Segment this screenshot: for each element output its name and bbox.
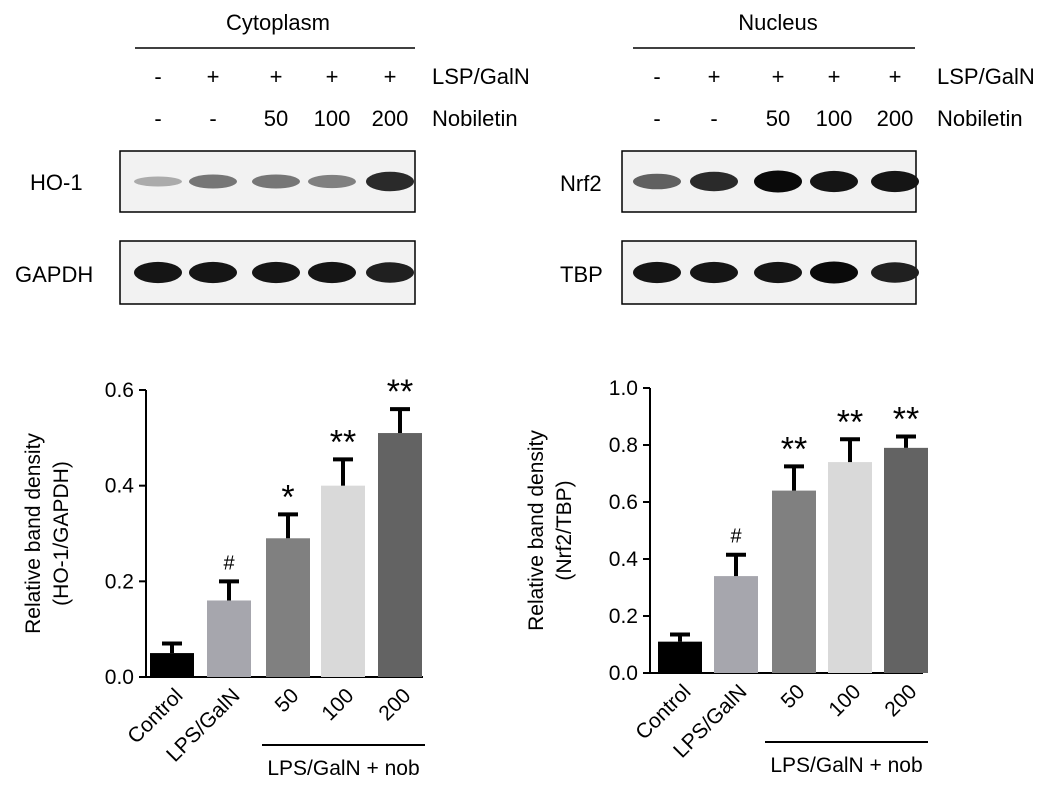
y-axis-label: (Nrf2/TBP) <box>553 480 576 580</box>
bar <box>321 485 365 677</box>
blot-band <box>366 262 414 283</box>
blot-band <box>690 261 738 284</box>
blot-label: TBP <box>560 262 603 287</box>
x-tick-label: 50 <box>271 684 304 717</box>
treatment-mark: + <box>828 64 841 89</box>
row2-label: Nobiletin <box>432 106 518 131</box>
treatment-mark: + <box>772 64 785 89</box>
blot-band <box>134 176 182 187</box>
blot-band <box>754 170 802 193</box>
y-tick-label: 0.2 <box>609 605 638 628</box>
group-label: LPS/GalN + nob <box>267 757 419 780</box>
y-axis-label: Relative band density <box>22 433 45 634</box>
significance-mark: ** <box>387 373 413 411</box>
treatment-mark: 100 <box>816 106 853 131</box>
bar <box>772 490 816 673</box>
blot-label: Nrf2 <box>560 171 602 196</box>
significance-mark: ** <box>837 403 863 441</box>
treatment-mark: + <box>207 64 220 89</box>
treatment-mark: - <box>710 106 717 131</box>
significance-mark: # <box>223 552 235 574</box>
bar-chart-ho1: 0.0 0.2 0.4 0.6 Relative band density (HO-1/G… <box>22 373 425 780</box>
blot-band <box>308 174 356 189</box>
treatment-mark: + <box>270 64 283 89</box>
treatment-mark: + <box>889 64 902 89</box>
bar <box>884 447 928 673</box>
y-tick-label: 0.2 <box>105 570 134 593</box>
blot-band <box>252 174 300 189</box>
treatment-mark: 50 <box>766 106 790 131</box>
blot-ho1 <box>119 150 416 213</box>
y-axis-label: (HO-1/GAPDH) <box>50 461 73 606</box>
blot-band <box>134 261 182 284</box>
significance-mark: # <box>730 526 742 548</box>
blot-nrf2 <box>621 150 919 213</box>
significance-mark: ** <box>893 400 919 438</box>
blot-gapdh <box>119 240 416 305</box>
blot-band <box>633 173 681 190</box>
treatment-mark: - <box>209 106 216 131</box>
treatment-mark: 200 <box>372 106 409 131</box>
cytoplasm-header: Cytoplasm - + + + + - - 50 100 200 LSP/GalN Nobi… <box>135 10 530 131</box>
nucleus-header: Nucleus - + + + + - - 50 100 200 LSP/GalN Nobile… <box>633 10 1035 131</box>
treatment-mark: - <box>653 106 660 131</box>
treatment-mark: + <box>326 64 339 89</box>
y-tick-label: 0.8 <box>609 434 638 457</box>
bar <box>378 433 422 677</box>
bar <box>207 600 251 677</box>
y-tick-label: 0.4 <box>609 548 639 571</box>
bar-chart-nrf2: 0.0 0.2 0.4 0.6 0.8 1.0 Relative band density(… <box>525 377 928 777</box>
blot-band <box>189 261 237 284</box>
treatment-mark: + <box>708 64 721 89</box>
x-tick-label: 100 <box>317 684 358 725</box>
bar <box>714 576 758 673</box>
significance-mark: ** <box>330 423 356 461</box>
row1-label: LSP/GalN <box>432 64 530 89</box>
blot-label: HO-1 <box>30 170 83 195</box>
y-tick-label: 0.0 <box>105 666 134 689</box>
treatment-mark: + <box>384 64 397 89</box>
blot-band <box>871 262 919 283</box>
panel-title: Cytoplasm <box>226 10 330 35</box>
y-tick-label: 0.6 <box>105 379 134 402</box>
significance-mark: ** <box>781 430 807 468</box>
blot-band <box>754 261 802 284</box>
treatment-mark: 200 <box>877 106 914 131</box>
y-tick-label: 0.0 <box>609 662 638 685</box>
bar <box>266 538 310 677</box>
blot-band <box>690 171 738 192</box>
x-tick-label: 200 <box>880 680 921 721</box>
blot-band <box>810 261 858 284</box>
bar <box>658 641 702 673</box>
group-label: LPS/GalN + nob <box>770 754 922 777</box>
row1-label: LSP/GalN <box>937 64 1035 89</box>
blot-band <box>252 261 300 284</box>
significance-mark: * <box>281 478 294 516</box>
treatment-mark: - <box>154 64 161 89</box>
x-tick-label: 200 <box>374 684 415 725</box>
y-axis-label: Relative band density <box>525 430 548 631</box>
blot-band <box>366 171 414 192</box>
y-tick-label: 1.0 <box>609 377 638 400</box>
treatment-mark: - <box>154 106 161 131</box>
row2-label: Nobiletin <box>937 106 1023 131</box>
x-tick-label: 50 <box>777 680 810 713</box>
blot-band <box>633 261 681 284</box>
blot-band <box>810 170 858 193</box>
bar <box>828 462 872 673</box>
blot-tbp <box>621 240 919 305</box>
blot-band <box>308 261 356 284</box>
x-tick-label: 100 <box>824 680 865 721</box>
y-tick-label: 0.4 <box>105 475 135 498</box>
bar <box>150 653 194 677</box>
blot-label: GAPDH <box>15 262 93 287</box>
panel-title: Nucleus <box>738 10 817 35</box>
treatment-mark: 50 <box>264 106 288 131</box>
treatment-mark: - <box>653 64 660 89</box>
treatment-mark: 100 <box>314 106 351 131</box>
y-tick-label: 0.6 <box>609 491 638 514</box>
blot-band <box>871 170 919 193</box>
blot-band <box>189 174 237 189</box>
